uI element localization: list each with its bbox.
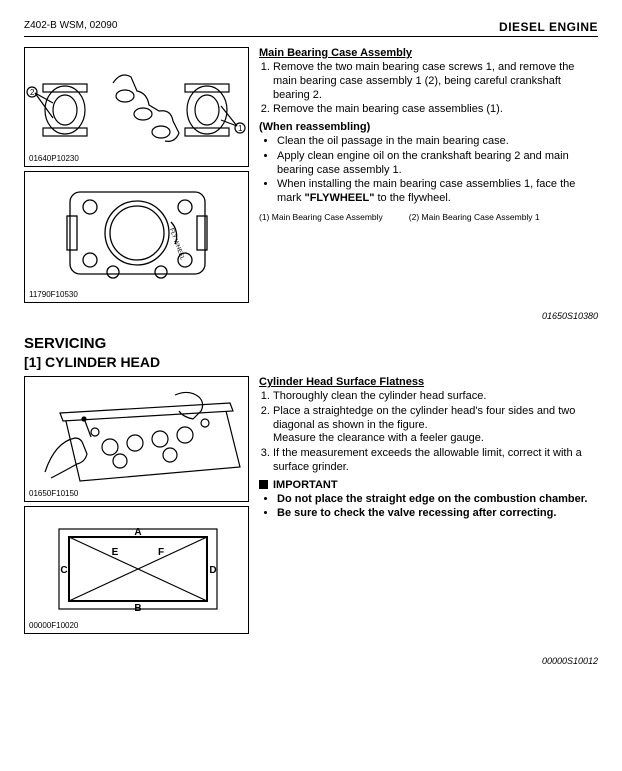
cylinder-head-heading: [1] CYLINDER HEAD <box>24 354 598 370</box>
svg-text:A: A <box>134 527 141 538</box>
svg-text:1: 1 <box>238 124 243 133</box>
step: If the measurement exceeds the allowable… <box>273 447 598 475</box>
svg-text:E: E <box>112 547 119 558</box>
figure-caption: 01650F10150 <box>29 489 78 498</box>
bullet: Apply clean engine oil on the crankshaft… <box>277 150 598 178</box>
figure-caption: 11790F10530 <box>29 290 78 299</box>
figure-bearing-assembly: 2 1 01640P1023 <box>24 47 249 167</box>
figure-flatness-diagram: A B C D E F 00000F10020 <box>24 506 249 634</box>
figure-column: 01650F10150 A B C D E F 00000 <box>24 376 249 638</box>
important-bullet: Be sure to check the valve recessing aft… <box>277 507 598 521</box>
legend-item: (1) Main Bearing Case Assembly <box>259 212 383 222</box>
doc-title-right: DIESEL ENGINE <box>499 20 598 34</box>
svg-text:C: C <box>60 565 67 576</box>
servicing-heading: SERVICING <box>24 335 598 352</box>
figure-flatness-check: 01650F10150 <box>24 376 249 502</box>
important-bullet: Do not place the straight edge on the co… <box>277 493 598 507</box>
bullet: Clean the oil passage in the main bearin… <box>277 135 598 149</box>
flatness-text: Cylinder Head Surface Flatness Thoroughl… <box>259 376 598 638</box>
svg-text:F: F <box>158 547 164 558</box>
bullet: When installing the main bearing case as… <box>277 178 598 206</box>
figure-column: 2 1 01640P1023 <box>24 47 249 307</box>
flywheel-mark: "FLYWHEEL" <box>305 192 375 204</box>
svg-text:B: B <box>134 603 141 614</box>
important-label: IMPORTANT <box>273 479 338 491</box>
legend-item: (2) Main Bearing Case Assembly 1 <box>409 212 540 222</box>
bearing-text: Main Bearing Case Assembly Remove the tw… <box>259 47 598 307</box>
figure-bearing-case: FLY WHEEL 11790F10530 <box>24 171 249 303</box>
measure-line: Measure the clearance with a feeler gaug… <box>273 432 484 444</box>
section-title: Cylinder Head Surface Flatness <box>259 376 598 388</box>
svg-text:2: 2 <box>30 88 35 97</box>
section-title: Main Bearing Case Assembly <box>259 47 598 59</box>
step: Place a straightedge on the cylinder hea… <box>273 405 598 446</box>
important-icon <box>259 480 268 489</box>
svg-text:D: D <box>209 565 216 576</box>
legend: (1) Main Bearing Case Assembly (2) Main … <box>259 212 598 222</box>
step: Remove the main bearing case assemblies … <box>273 103 598 117</box>
figure-caption: 01640P10230 <box>29 154 79 163</box>
ref-number: 01650S10380 <box>24 311 598 321</box>
step: Thoroughly clean the cylinder head surfa… <box>273 390 598 404</box>
reassemble-heading: (When reassembling) <box>259 121 598 133</box>
doc-code-left: Z402-B WSM, 02090 <box>24 20 117 34</box>
step-text: Place a straightedge on the cylinder hea… <box>273 405 575 431</box>
step: Remove the two main bearing case screws … <box>273 61 598 102</box>
figure-caption: 00000F10020 <box>29 621 78 630</box>
ref-number: 00000S10012 <box>24 656 598 666</box>
